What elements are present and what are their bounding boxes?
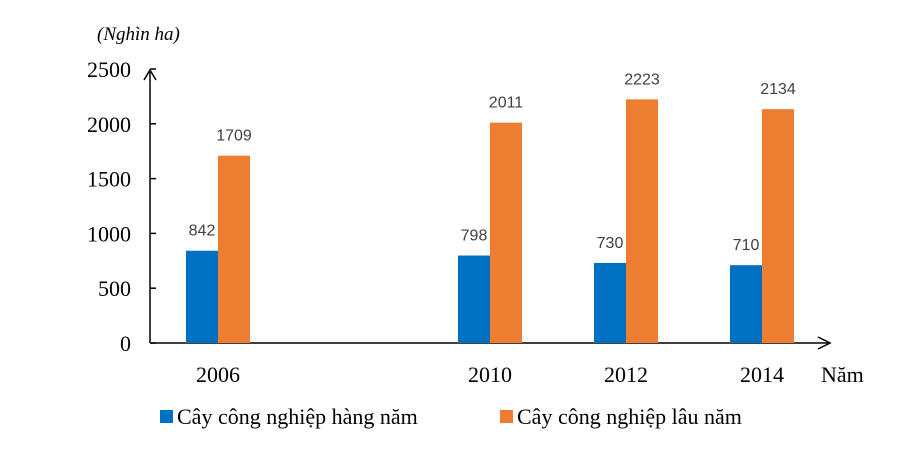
bar-lau-nam-2012	[626, 99, 658, 344]
bar-lau-nam-2006	[218, 155, 250, 343]
y-tick-label: 500	[98, 276, 131, 301]
y-tick-label: 1500	[87, 167, 131, 192]
x-tick-label: 2012	[604, 362, 648, 387]
legend-swatch	[160, 410, 173, 423]
x-tick-label: 2010	[468, 362, 512, 387]
bars-group: 842 1709 798 2011 730 2223 710 2134	[186, 71, 796, 344]
y-axis-arrow	[143, 68, 157, 81]
legend-label: Cây công nghiệp lâu năm	[517, 404, 742, 429]
bar-lau-nam-2014	[762, 109, 794, 343]
data-label: 1709	[216, 128, 252, 145]
data-label: 842	[189, 223, 216, 240]
data-label: 2011	[489, 95, 524, 112]
data-label: 2223	[624, 71, 660, 88]
legend: Cây công nghiệp hàng năm Cây công nghiệp …	[160, 404, 742, 429]
bar-hang-nam-2010	[458, 255, 490, 343]
x-tick-label: 2006	[196, 362, 240, 387]
bar-hang-nam-2012	[594, 262, 626, 343]
data-label: 2134	[760, 81, 796, 98]
y-tick-label: 0	[120, 331, 131, 356]
data-label: 730	[597, 235, 624, 252]
y-tick-label: 2500	[87, 57, 131, 82]
bar-hang-nam-2014	[730, 265, 762, 343]
y-axis-ticks: 0 500 1000 1500 2000 2500	[87, 57, 156, 356]
x-axis-arrow	[817, 336, 832, 350]
data-label: 710	[733, 237, 760, 254]
y-tick-label: 2000	[87, 112, 131, 137]
x-tick-label: 2014	[740, 362, 784, 387]
data-label: 798	[461, 228, 488, 245]
y-axis-unit-label: (Nghìn ha)	[97, 24, 180, 45]
y-tick-label: 1000	[87, 221, 131, 246]
legend-label: Cây công nghiệp hàng năm	[177, 404, 418, 429]
legend-swatch	[500, 410, 513, 423]
bar-lau-nam-2010	[490, 122, 522, 344]
x-axis-ticks: 2006 2010 2012 2014	[196, 362, 784, 387]
bar-hang-nam-2006	[186, 250, 218, 343]
x-axis-unit-label: Năm	[821, 362, 864, 387]
